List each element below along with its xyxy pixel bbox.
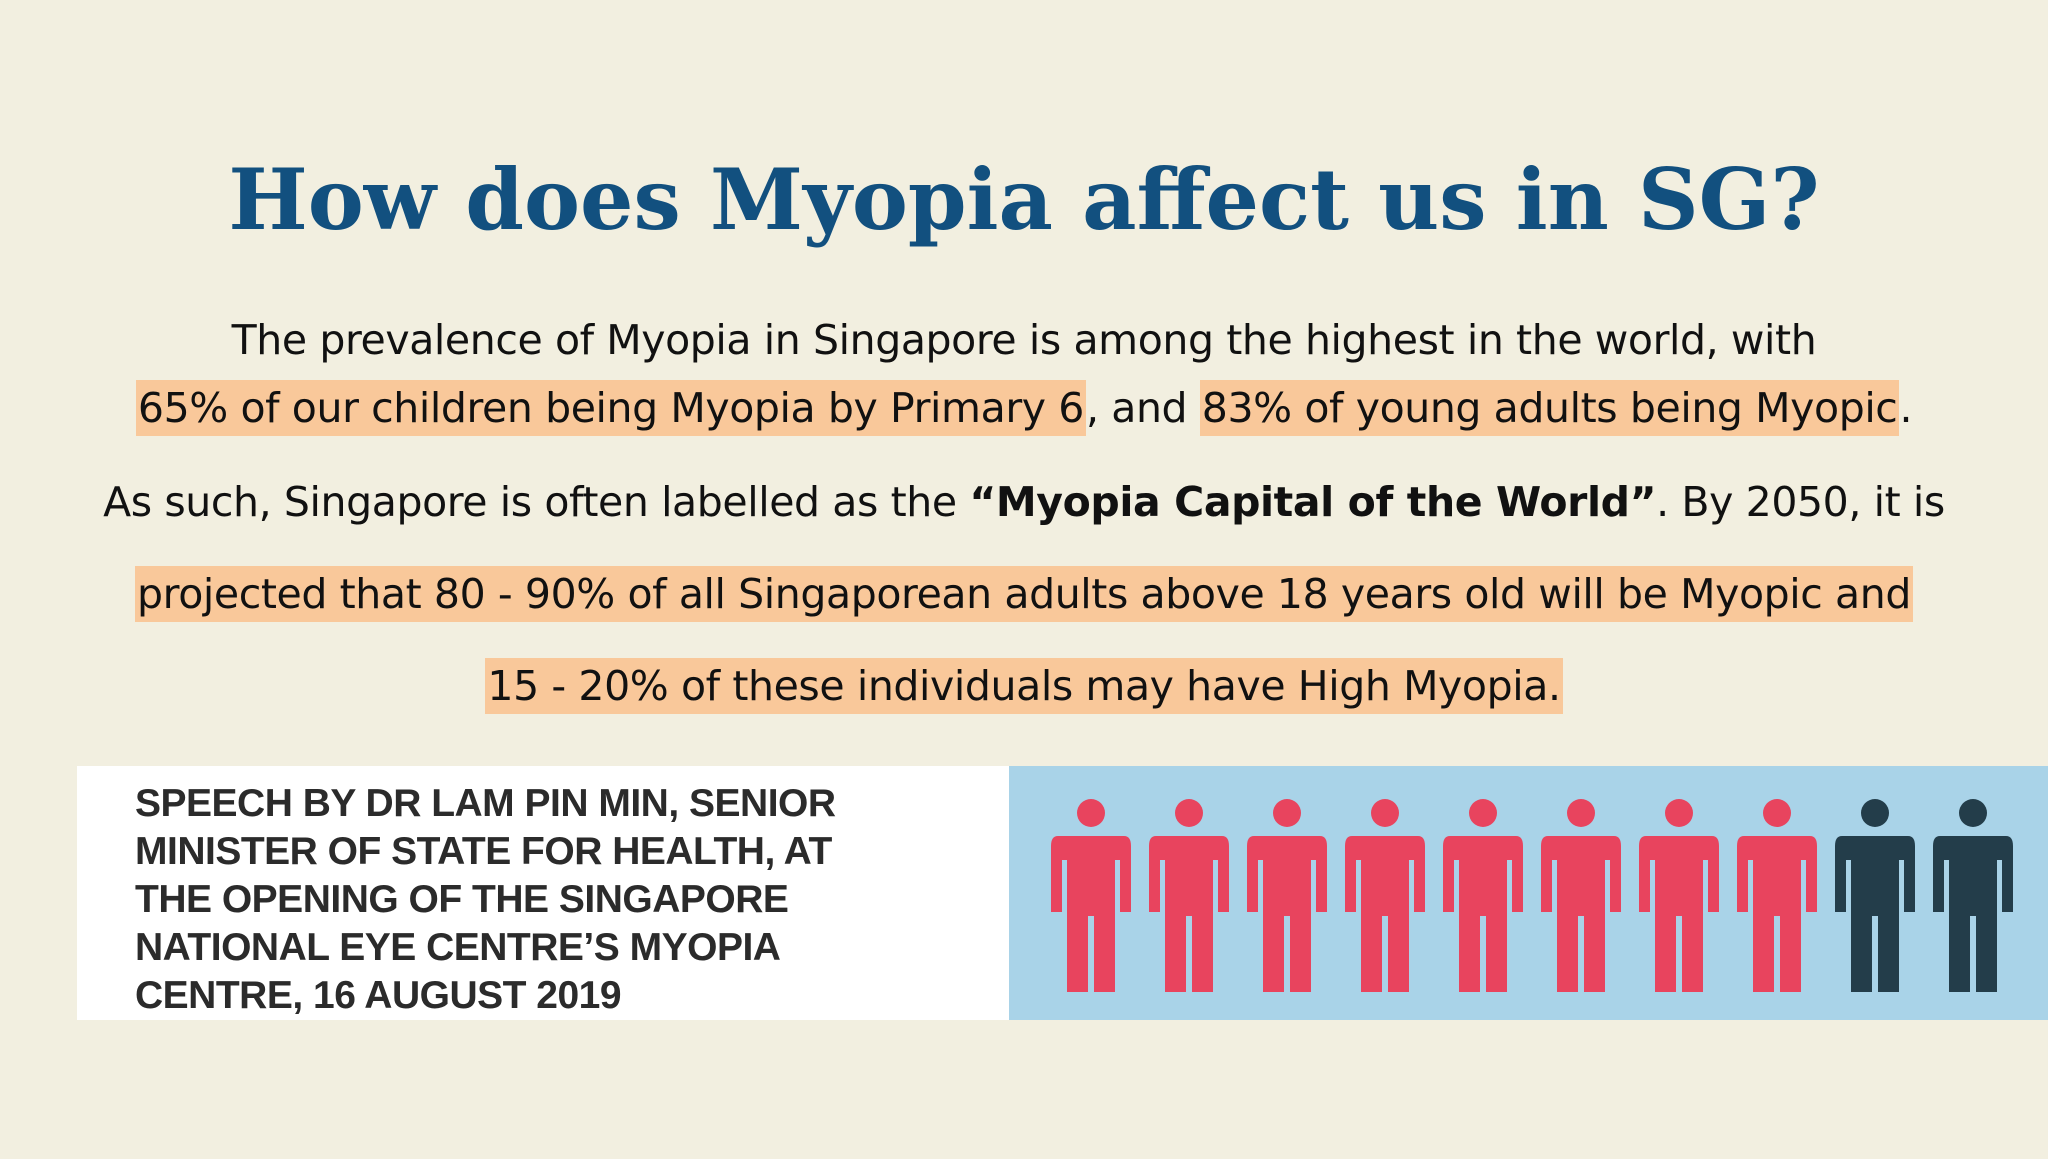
person-icon: [1345, 799, 1425, 992]
paragraph-line-5: 15 - 20% of these individuals may have H…: [0, 658, 2048, 714]
myopia-capital-quote: “Myopia Capital of the World”: [969, 478, 1657, 526]
person-icon: [1443, 799, 1523, 992]
highlight-projection: projected that 80 - 90% of all Singapore…: [135, 566, 1913, 622]
paragraph-lead: As such, Singapore is often labelled as …: [103, 478, 970, 526]
page-title: How does Myopia affect us in SG?: [228, 150, 1820, 249]
highlight-high-myopia: 15 - 20% of these individuals may have H…: [485, 658, 1563, 714]
person-icon: [1051, 799, 1131, 992]
speech-citation-text: SPEECH BY DR LAM PIN MIN, SENIOR MINISTE…: [135, 782, 836, 1017]
paragraph-period: .: [1899, 384, 1913, 432]
person-icon: [1247, 799, 1327, 992]
person-icon: [1835, 799, 1915, 992]
myopia-ratio-infographic: [1009, 766, 2048, 1020]
paragraph-tail: . By 2050, it is: [1656, 478, 1945, 526]
paragraph-line-2: 65% of our children being Myopia by Prim…: [0, 380, 2048, 436]
person-icon: [1737, 799, 1817, 992]
paragraph-line-1: The prevalence of Myopia in Singapore is…: [231, 316, 1817, 364]
person-icon: [1933, 799, 2013, 992]
highlight-adults-stat: 83% of young adults being Myopic: [1199, 380, 1900, 436]
paragraph-connector: , and: [1085, 384, 1200, 432]
paragraph-line-4: projected that 80 - 90% of all Singapore…: [0, 566, 2048, 622]
highlight-children-stat: 65% of our children being Myopia by Prim…: [135, 380, 1086, 436]
person-icon: [1639, 799, 1719, 992]
speech-citation-box: SPEECH BY DR LAM PIN MIN, SENIOR MINISTE…: [77, 766, 1009, 1020]
person-icon: [1149, 799, 1229, 992]
paragraph-line-3: As such, Singapore is often labelled as …: [0, 478, 2048, 526]
people-figures: [1051, 799, 2013, 992]
person-icon: [1541, 799, 1621, 992]
